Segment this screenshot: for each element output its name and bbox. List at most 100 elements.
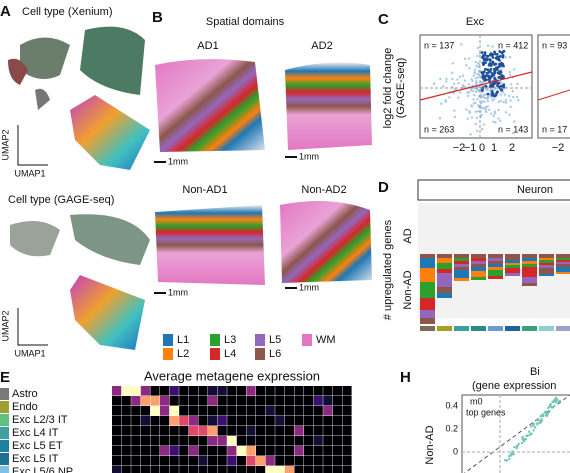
legend-swatch	[210, 334, 220, 346]
heat-cell	[275, 456, 285, 466]
count-label: n = 137	[424, 40, 454, 50]
heat-cell	[131, 426, 141, 436]
dot	[493, 70, 496, 74]
dot	[486, 92, 490, 96]
bar-segment	[522, 261, 537, 264]
dot	[504, 111, 508, 114]
panel-a: A Cell type (Xenium) UMAP2 UMAP1 Cell ty…	[0, 3, 150, 358]
bar-segment	[454, 267, 469, 270]
dot	[501, 55, 505, 59]
dot	[508, 457, 511, 461]
scale-label: 1mm	[299, 282, 319, 292]
dot	[450, 71, 454, 74]
heat-cell	[265, 456, 275, 466]
heat-cell	[169, 456, 179, 466]
legend-swatch	[255, 348, 265, 360]
heat-cell	[332, 406, 342, 416]
heat-cell	[169, 386, 179, 396]
bar-segment	[539, 254, 554, 258]
heat-cell	[236, 466, 246, 473]
dot	[487, 63, 491, 67]
heat-cell	[140, 446, 150, 456]
heat-cell	[323, 416, 333, 426]
dot	[551, 400, 554, 404]
annotation: m0	[470, 396, 483, 406]
dot	[504, 99, 508, 102]
heat-cell	[112, 386, 122, 396]
heat-cell	[160, 466, 170, 473]
dot	[479, 101, 483, 105]
dot	[485, 71, 489, 75]
bar-segment	[420, 268, 435, 282]
dot	[490, 96, 493, 99]
dot	[498, 50, 502, 53]
heat-cell	[294, 406, 304, 416]
heat-cell	[236, 416, 246, 426]
axis-label: AD	[402, 228, 414, 243]
heat-cell	[121, 446, 131, 456]
heat-cell	[140, 456, 150, 466]
dot	[502, 49, 506, 53]
panel-title: Bi	[530, 366, 540, 378]
dot	[484, 74, 488, 78]
heat-cell	[208, 456, 218, 466]
dot	[512, 68, 516, 71]
heat-cell	[332, 426, 342, 436]
heat-cell	[275, 386, 285, 396]
dot	[474, 90, 478, 93]
dot	[473, 68, 477, 71]
heat-cell	[188, 466, 198, 473]
heat-cell	[188, 416, 198, 426]
heat-cell	[112, 406, 122, 416]
dot	[493, 81, 497, 85]
heat-cell	[179, 436, 189, 446]
dot	[517, 442, 520, 446]
heat-cell	[323, 456, 333, 466]
heat-cell	[342, 396, 352, 406]
heat-cell	[188, 386, 198, 396]
heat-cell	[217, 446, 227, 456]
heat-cell	[246, 456, 256, 466]
heat-cell	[294, 426, 304, 436]
heat-cell	[323, 406, 333, 416]
count-label: n = 412	[498, 40, 528, 50]
dot	[509, 105, 512, 109]
count-label: n = 263	[424, 124, 454, 134]
heat-cell	[131, 416, 141, 426]
dot	[474, 101, 477, 104]
heat-cell	[313, 466, 323, 473]
heat-cell	[246, 446, 256, 456]
heat-cell	[169, 436, 179, 446]
dot	[499, 99, 503, 103]
dot	[499, 70, 503, 74]
scale-label: 1mm	[168, 287, 188, 297]
heat-cell	[198, 386, 208, 396]
dot	[529, 433, 532, 436]
dot	[498, 62, 501, 66]
bar-segment	[539, 274, 554, 276]
dot	[542, 414, 545, 417]
heat-cell	[208, 396, 218, 406]
bar-segment	[420, 318, 435, 324]
dot	[499, 88, 503, 92]
heat-cell	[284, 386, 294, 396]
heat-cell	[131, 446, 141, 456]
heat-cell	[236, 436, 246, 446]
dot	[496, 84, 499, 88]
dot	[440, 102, 443, 105]
panel-title: Cell type (GAGE-seq)	[8, 194, 114, 206]
heat-cell	[121, 426, 131, 436]
dot	[483, 51, 487, 55]
dot	[466, 91, 469, 94]
bar-segment	[437, 269, 452, 273]
panel-title: (gene expression	[472, 380, 556, 392]
heat-cell	[160, 386, 170, 396]
heat-cell	[304, 386, 314, 396]
dot	[467, 57, 471, 60]
heat-cell	[304, 416, 314, 426]
heat-cell	[236, 406, 246, 416]
panel-e: E Average metagene expression AstroEndoE…	[0, 368, 352, 473]
bar-segment	[539, 258, 554, 260]
heat-cell	[256, 426, 266, 436]
dot	[432, 82, 436, 85]
